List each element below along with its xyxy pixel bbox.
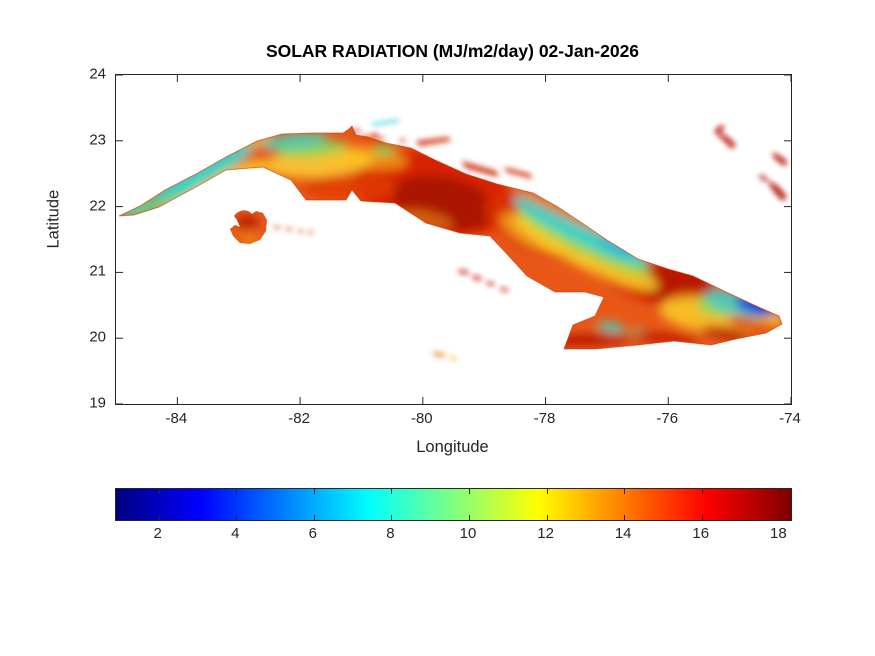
canarreos-cays <box>274 226 313 234</box>
y-tick-label: 23 <box>89 131 106 149</box>
colorbar-tick-mark <box>158 515 160 520</box>
x-tick-label: -76 <box>656 410 679 427</box>
colorbar-tick-label: 14 <box>614 525 632 542</box>
y-tick-label: 19 <box>89 394 106 412</box>
y-tick-label: 24 <box>89 65 106 83</box>
colorbar-tick-label: 2 <box>153 525 162 542</box>
colorbar-tick-mark <box>236 515 238 520</box>
cyan-cay <box>372 119 399 126</box>
colorbar-gradient <box>116 489 791 520</box>
colorbar-tick-mark <box>701 489 703 494</box>
cuba-heatmap <box>116 75 791 404</box>
colorbar-tick-mark <box>701 515 703 520</box>
colorbar-tick-label: 4 <box>231 525 240 542</box>
offshore-cays <box>274 119 788 360</box>
x-tick-label: -80 <box>410 410 433 427</box>
y-tick-label: 21 <box>89 262 106 280</box>
northeast-islet <box>714 125 736 149</box>
colorbar-tick-mark <box>546 489 548 494</box>
y-tick-label: 20 <box>89 328 106 346</box>
x-tick-label: -84 <box>165 410 188 427</box>
colorbar-tick-mark <box>779 515 781 520</box>
colorbar-tick-label: 6 <box>308 525 318 542</box>
colorbar-tick-mark <box>313 515 315 520</box>
colorbar-tick-mark <box>469 515 471 520</box>
y-axis-label: Latitude <box>44 189 63 249</box>
x-tick-label: -82 <box>288 410 310 427</box>
colorbar-tick-mark <box>158 489 160 494</box>
x-axis-label: Longitude <box>416 438 489 456</box>
colorbar-tick-mark <box>624 515 626 520</box>
colorbar-tick-mark <box>391 515 393 520</box>
colorbar-tick-label: 8 <box>386 525 395 542</box>
heatmap-color-field <box>119 126 782 349</box>
x-tick-label: -78 <box>533 410 556 427</box>
cayman-islets <box>433 352 445 357</box>
colorbar-tick-label: 10 <box>459 525 477 542</box>
colorbar-tick-label: 16 <box>692 525 710 542</box>
colorbar-tick-mark <box>546 515 548 520</box>
colorbar-tick-mark <box>779 489 781 494</box>
right-edge-islets <box>759 152 788 201</box>
coastline-stroke <box>118 125 783 350</box>
axis-tick-marks <box>116 75 791 404</box>
chart-title: SOLAR RADIATION (MJ/m2/day) 02-Jan-2026 <box>265 41 640 61</box>
colorbar-tick-mark <box>624 489 626 494</box>
y-tick-label: 22 <box>89 197 106 215</box>
colorbar-tick-label: 12 <box>537 525 554 542</box>
colorbar-tick-label: 18 <box>770 525 787 542</box>
colorbar-tick-mark <box>391 489 393 494</box>
colorbar-tick-mark <box>313 489 315 494</box>
plot-area <box>115 74 792 405</box>
colorbar-tick-mark <box>469 489 471 494</box>
x-tick-label: -74 <box>779 410 801 427</box>
jardines-cays <box>458 269 509 292</box>
colorbar <box>115 488 792 521</box>
colorbar-tick-mark <box>236 489 238 494</box>
